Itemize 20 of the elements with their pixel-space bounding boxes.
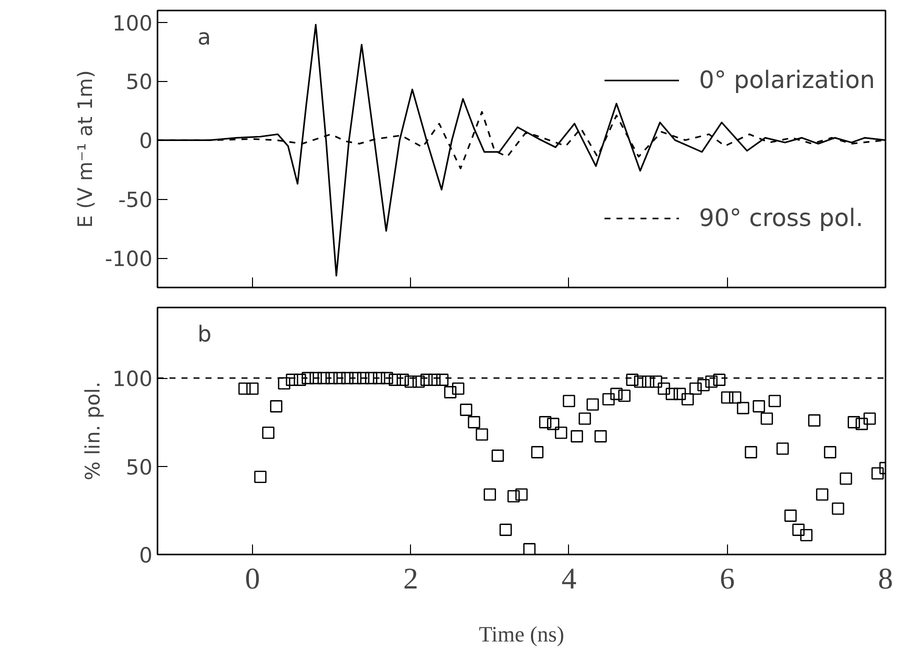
y-tick-label: 100 [112, 367, 153, 392]
annotation: b [198, 322, 212, 348]
y-tick-label: 100 [112, 11, 153, 36]
x-tick-label: 2 [403, 562, 418, 596]
y-tick-label: 50 [126, 455, 153, 480]
legend-label: 90° cross pol. [698, 204, 864, 232]
x-axis-title: Time (ns) [478, 622, 564, 646]
x-tick-label: 0 [244, 562, 260, 596]
y-axis-title: % lin. pol. [80, 382, 104, 480]
annotation: a [198, 26, 211, 50]
y-tick-label: 0 [139, 544, 153, 568]
y-tick-label: -100 [104, 247, 153, 272]
y-tick-label: -50 [118, 188, 153, 212]
y-tick-label: 0 [139, 129, 153, 154]
x-tick-label: 6 [720, 562, 735, 596]
y-tick-label: 50 [126, 70, 153, 94]
x-tick-label: 8 [878, 562, 893, 596]
y-axis-title: E (V m⁻¹ at 1m) [72, 70, 97, 228]
legend-label: 0° polarization [698, 66, 875, 94]
x-tick-label: 4 [561, 562, 576, 596]
